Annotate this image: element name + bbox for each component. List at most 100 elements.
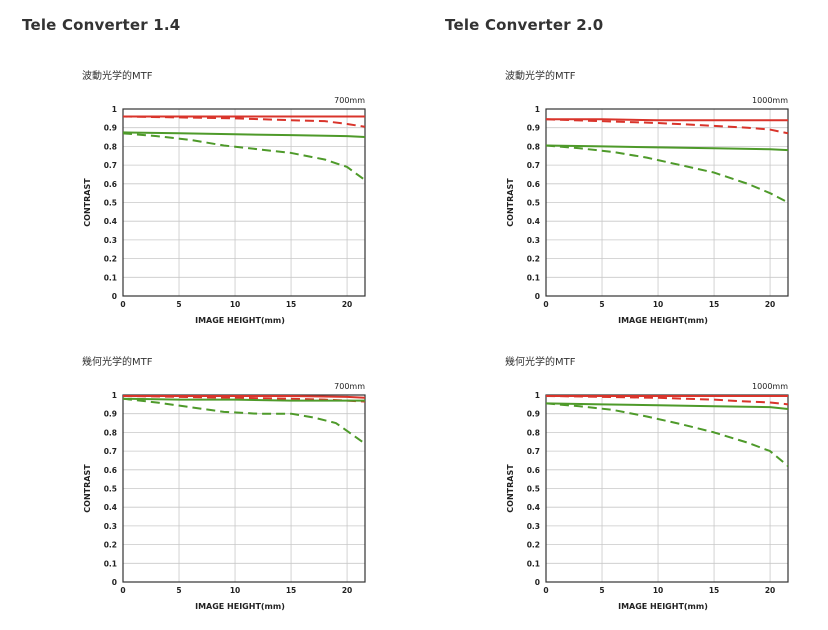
mtf-chart-tc14-wave: 00.10.20.30.40.50.60.70.80.910 5 10 15 20IMA…	[83, 96, 366, 325]
section-title-tc20: Tele Converter 2.0	[445, 16, 604, 34]
x-tick-label: 15	[709, 300, 719, 309]
focal-length-label: 1000mm	[752, 96, 788, 105]
series-line-1	[123, 115, 365, 128]
x-tick-label: 20	[342, 586, 352, 595]
y-tick-label: 0.7	[104, 161, 117, 170]
x-tick-label: 15	[286, 300, 296, 309]
y-tick-label: 0.1	[527, 273, 540, 282]
x-tick-label: 20	[765, 300, 775, 309]
chart-subtitle: 幾何光学的MTF	[505, 357, 576, 368]
y-tick-label: 0.7	[527, 447, 540, 456]
y-tick-label: 0	[112, 578, 117, 587]
y-tick-label: 0.2	[104, 255, 117, 264]
x-tick-label: 5	[176, 300, 181, 309]
y-tick-label: 0.4	[527, 217, 540, 226]
x-axis-label: IMAGE HEIGHT(mm)	[618, 602, 708, 611]
grid	[545, 108, 788, 297]
x-tick-label: 15	[286, 586, 296, 595]
y-tick-label: 0.1	[104, 559, 117, 568]
y-tick-label: 0.3	[527, 522, 540, 531]
y-tick-label: 0	[112, 292, 117, 301]
y-tick-label: 0.1	[527, 559, 540, 568]
x-tick-label: 10	[653, 300, 663, 309]
chart-subtitle: 波動光学的MTF	[82, 71, 153, 82]
y-tick-label: 0.9	[527, 410, 540, 419]
x-tick-label: 5	[599, 586, 604, 595]
y-tick-label: 0.7	[527, 161, 540, 170]
series-line-3	[546, 144, 788, 204]
series-line-2	[546, 402, 788, 411]
x-tick-label: 10	[230, 586, 240, 595]
series-line-3	[123, 132, 365, 181]
y-tick-label: 1	[535, 105, 540, 114]
plot-frame	[122, 108, 366, 297]
y-axis-label: CONTRAST	[83, 178, 92, 227]
y-tick-label: 0.6	[104, 180, 117, 189]
y-tick-label: 0.8	[527, 428, 540, 437]
chart-subtitle: 波動光学的MTF	[505, 71, 576, 82]
y-tick-label: 0	[535, 292, 540, 301]
series-line-1	[546, 394, 788, 406]
y-tick-label: 1	[112, 105, 117, 114]
focal-length-label: 700mm	[334, 96, 365, 105]
chart-block-tc14-wave: 波動光学的MTF 0 0.1 0.2 0.3 0.4 0.5 0.6 0.7 0.8 0.9 1 0 5…	[82, 67, 382, 337]
section-title-tc14: Tele Converter 1.4	[22, 16, 181, 34]
y-tick-label: 0.5	[104, 485, 117, 494]
y-tick-label: 0.9	[527, 124, 540, 133]
chart-subtitle: 幾何光学的MTF	[82, 357, 153, 368]
y-tick-label: 0.9	[104, 410, 117, 419]
x-tick-label: 0	[120, 586, 125, 595]
y-tick-label: 0.4	[104, 503, 117, 512]
y-tick-label: 0.4	[527, 503, 540, 512]
x-tick-label: 10	[653, 586, 663, 595]
series-line-0	[546, 118, 788, 122]
x-tick-label: 20	[342, 300, 352, 309]
series-line-1	[546, 118, 788, 135]
mtf-chart-tc20-wave: 00.10.20.30.40.50.60.70.80.910 5 10 15 20IMA…	[506, 96, 789, 325]
chart-block-tc20-wave: 波動光学的MTF 0 0.1 0.2 0.3 0.4 0.5 0.6 0.7 0.8 0.9 1 0 5…	[505, 67, 805, 337]
x-axis-label: IMAGE HEIGHT(mm)	[195, 316, 285, 325]
focal-length-label: 700mm	[334, 382, 365, 391]
y-tick-label: 0	[535, 578, 540, 587]
series-line-2	[123, 397, 365, 402]
y-tick-label: 0.8	[527, 142, 540, 151]
grid	[545, 394, 788, 583]
y-tick-label: 0.9	[104, 124, 117, 133]
y-tick-label: 0.4	[104, 217, 117, 226]
mtf-chart-tc20-geo: 00.10.20.30.40.50.60.70.80.910 5 10 15 20IMA…	[506, 382, 789, 611]
y-tick-label: 0.8	[104, 428, 117, 437]
y-tick-label: 0.1	[104, 273, 117, 282]
y-tick-label: 0.3	[104, 236, 117, 245]
series-line-3	[123, 397, 365, 445]
y-tick-label: 0.2	[527, 541, 540, 550]
x-tick-label: 15	[709, 586, 719, 595]
y-tick-label: 0.3	[104, 522, 117, 531]
x-axis-label: IMAGE HEIGHT(mm)	[618, 316, 708, 325]
mtf-chart-tc14-geo: 00.10.20.30.40.50.60.70.80.910 5 10 15 20IMA…	[83, 382, 366, 611]
y-tick-label: 0.5	[104, 199, 117, 208]
y-tick-label: 1	[535, 391, 540, 400]
x-tick-label: 10	[230, 300, 240, 309]
y-tick-label: 0.2	[104, 541, 117, 550]
focal-length-label: 1000mm	[752, 382, 788, 391]
x-tick-label: 5	[599, 300, 604, 309]
y-tick-label: 0.7	[104, 447, 117, 456]
series-line-2	[123, 131, 365, 139]
y-tick-label: 0.5	[527, 199, 540, 208]
x-tick-label: 5	[176, 586, 181, 595]
y-tick-label: 0.5	[527, 485, 540, 494]
x-axis-label: IMAGE HEIGHT(mm)	[195, 602, 285, 611]
y-axis-label: CONTRAST	[506, 178, 515, 227]
x-tick-label: 20	[765, 586, 775, 595]
plot-frame	[545, 108, 789, 297]
y-tick-label: 0.3	[527, 236, 540, 245]
y-axis-label: CONTRAST	[506, 464, 515, 513]
y-tick-label: 0.8	[104, 142, 117, 151]
grid	[122, 394, 365, 583]
chart-block-tc20-geo: 幾何光学的MTF 0 0.1 0.2 0.3 0.4 0.5 0.6 0.7 0.8 0.9 1 0 5…	[505, 353, 805, 623]
chart-block-tc14-geo: 幾何光学的MTF 0 0.1 0.2 0.3 0.4 0.5 0.6 0.7 0.8 0.9 1 0 5…	[82, 353, 382, 623]
y-axis-label: CONTRAST	[83, 464, 92, 513]
y-tick-label: 0.2	[527, 255, 540, 264]
x-tick-label: 0	[543, 300, 548, 309]
x-tick-label: 0	[543, 586, 548, 595]
